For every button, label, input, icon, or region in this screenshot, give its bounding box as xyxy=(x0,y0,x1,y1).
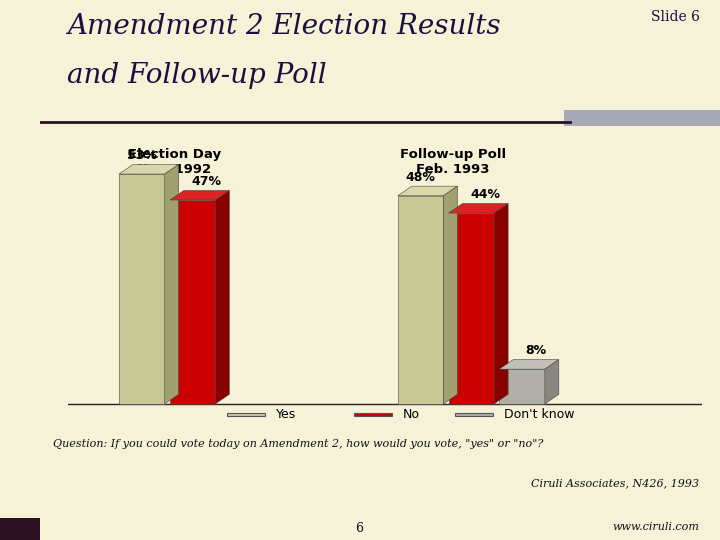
Polygon shape xyxy=(165,165,179,404)
Polygon shape xyxy=(398,186,457,195)
Polygon shape xyxy=(170,191,230,200)
Text: Ciruli Associates, N426, 1993: Ciruli Associates, N426, 1993 xyxy=(531,478,700,488)
Polygon shape xyxy=(354,414,392,416)
Text: Slide 6: Slide 6 xyxy=(651,10,700,24)
Text: 44%: 44% xyxy=(470,188,500,201)
Bar xyxy=(0,518,40,540)
Text: 47%: 47% xyxy=(192,176,222,188)
Polygon shape xyxy=(499,369,545,404)
Polygon shape xyxy=(499,360,559,369)
Polygon shape xyxy=(170,200,215,404)
Text: Question: If you could vote today on Amendment 2, how would you vote, "yes" or ": Question: If you could vote today on Ame… xyxy=(53,439,544,449)
Text: Election Day
Nov. 1992: Election Day Nov. 1992 xyxy=(127,148,221,176)
Polygon shape xyxy=(119,165,179,174)
Polygon shape xyxy=(494,204,508,404)
Polygon shape xyxy=(215,191,230,404)
Polygon shape xyxy=(455,414,493,416)
Polygon shape xyxy=(119,174,165,404)
Polygon shape xyxy=(449,213,494,404)
Polygon shape xyxy=(444,186,457,404)
Text: www.ciruli.com: www.ciruli.com xyxy=(613,522,700,532)
Polygon shape xyxy=(449,204,508,213)
Text: Yes: Yes xyxy=(276,408,297,421)
Text: Follow-up Poll
Feb. 1993: Follow-up Poll Feb. 1993 xyxy=(400,148,506,176)
Polygon shape xyxy=(545,360,559,404)
Text: Don't know: Don't know xyxy=(504,408,575,421)
Polygon shape xyxy=(227,414,265,416)
Text: 48%: 48% xyxy=(406,171,436,184)
Text: Amendment 2 Election Results: Amendment 2 Election Results xyxy=(67,13,500,40)
Text: 8%: 8% xyxy=(526,345,546,357)
Text: 53%: 53% xyxy=(127,150,157,163)
Text: No: No xyxy=(403,408,420,421)
Text: 6: 6 xyxy=(356,522,364,535)
Polygon shape xyxy=(398,195,444,404)
Bar xyxy=(564,110,720,126)
Text: and Follow-up Poll: and Follow-up Poll xyxy=(67,62,326,89)
